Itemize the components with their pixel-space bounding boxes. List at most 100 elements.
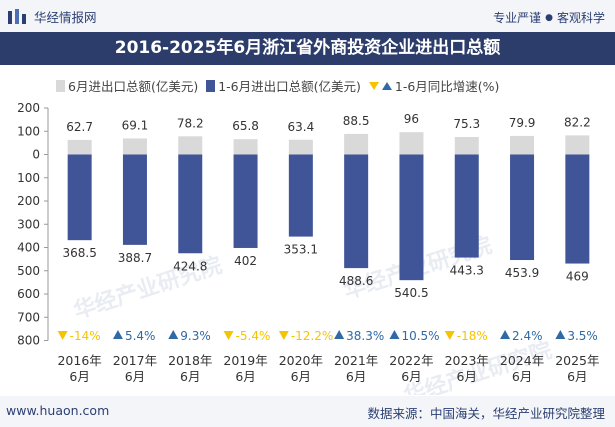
bar-cumulative [178, 154, 203, 254]
data-label-cumulative: 368.5 [62, 246, 96, 260]
y-tick-label: 0 [32, 148, 40, 162]
title-bar: 2016-2025年6月浙江省外商投资企业进出口总额 [0, 32, 615, 65]
yoy-label: -14% [70, 329, 101, 343]
yoy-label: 2.4% [512, 329, 543, 343]
x-tick-label-year: 2017年 [113, 353, 157, 368]
data-label-monthly: 69.1 [122, 118, 149, 132]
x-tick-label-month: 6月 [457, 369, 477, 384]
bar-cumulative [510, 154, 535, 261]
footer-source: 数据来源：中国海关，华经产业研究院整理 [367, 406, 605, 421]
x-tick-label-year: 2021年 [334, 353, 378, 368]
footer-site-link[interactable]: www.huaon.com [6, 403, 110, 418]
y-tick-label: 200 [17, 101, 40, 115]
yoy-down-marker [57, 331, 68, 340]
bar-cumulative [399, 154, 424, 281]
x-tick-label-month: 6月 [401, 369, 421, 384]
data-label-monthly: 88.5 [343, 114, 370, 128]
yoy-label: -18% [457, 329, 488, 343]
bar-cumulative [67, 154, 92, 241]
bar-monthly [67, 139, 92, 155]
x-tick-label-month: 6月 [69, 369, 89, 384]
legend-item-monthly[interactable]: 6月进出口总额(亿美元) [56, 76, 198, 95]
y-tick-label: 200 [17, 194, 40, 208]
yoy-label: -12.2% [291, 329, 333, 343]
yoy-up-marker [168, 330, 179, 339]
bar-cumulative [122, 154, 147, 245]
x-tick-label-year: 2023年 [445, 353, 489, 368]
yoy-label: 3.5% [567, 329, 598, 343]
x-tick-label-year: 2024年 [500, 353, 544, 368]
bar-cumulative [565, 154, 590, 264]
legend-item-yoy[interactable]: 1-6月同比增速(%) [368, 76, 500, 95]
yoy-down-marker [444, 331, 455, 340]
yoy-up-marker [334, 330, 345, 339]
x-tick-label-month: 6月 [291, 369, 311, 384]
bar-monthly [288, 139, 313, 155]
data-label-cumulative: 402 [234, 254, 257, 268]
data-label-cumulative: 353.1 [284, 243, 318, 257]
y-tick-label: 800 [17, 334, 40, 348]
chart-area: 华经产业研究院华经产业研究院华经产业研究院2001000100200300400… [17, 101, 599, 395]
yoy-up-marker [389, 330, 400, 339]
yoy-down-marker [278, 331, 289, 340]
bar-monthly [178, 136, 203, 155]
yoy-up-marker [112, 330, 123, 339]
yoy-label: 10.5% [401, 329, 439, 343]
brand[interactable]: 华经情报网 [6, 7, 97, 26]
yoy-label: 9.3% [180, 329, 211, 343]
y-tick-label: 100 [17, 171, 40, 185]
slogan-left: 专业严谨 [493, 11, 542, 25]
data-label-monthly: 75.3 [453, 117, 480, 131]
data-label-cumulative: 469 [566, 270, 589, 284]
y-tick-label: 500 [17, 264, 40, 278]
triangle-down-icon [368, 81, 379, 90]
bar-cumulative [233, 154, 258, 248]
x-tick-label-year: 2022年 [389, 353, 433, 368]
y-tick-label: 300 [17, 217, 40, 231]
yoy-label: 38.3% [346, 329, 384, 343]
legend: 6月进出口总额(亿美元) 1-6月进出口总额(亿美元) 1-6月同比增速(%) [56, 76, 499, 95]
x-tick-label-year: 2025年 [555, 353, 599, 368]
y-tick-label: 700 [17, 310, 40, 324]
data-label-monthly: 78.2 [177, 116, 204, 130]
y-tick-label: 100 [17, 124, 40, 138]
legend-swatch-cumulative [206, 79, 216, 92]
data-label-monthly: 79.9 [509, 116, 536, 130]
data-label-monthly: 65.8 [232, 119, 259, 133]
data-label-monthly: 63.4 [287, 120, 314, 134]
data-label-monthly: 96 [404, 112, 419, 126]
data-label-monthly: 62.7 [66, 120, 93, 134]
data-label-cumulative: 443.3 [450, 264, 484, 278]
data-label-monthly: 82.2 [564, 115, 591, 129]
data-label-cumulative: 453.9 [505, 266, 539, 280]
slogan: 专业严谨 ● 客观科学 [493, 9, 605, 26]
legend-item-cumulative[interactable]: 1-6月进出口总额(亿美元) [206, 76, 361, 95]
yoy-up-marker [500, 330, 511, 339]
x-tick-label-month: 6月 [346, 369, 366, 384]
x-tick-label-year: 2018年 [168, 353, 212, 368]
bar-cumulative [454, 154, 479, 258]
x-tick-label-month: 6月 [235, 369, 255, 384]
footer: www.huaon.com 数据来源：中国海关，华经产业研究院整理 [0, 396, 615, 427]
bar-monthly [122, 138, 147, 155]
bar-monthly [510, 135, 535, 155]
yoy-label: 5.4% [125, 329, 156, 343]
slogan-right: 客观科学 [556, 11, 605, 25]
y-tick-label: 400 [17, 241, 40, 255]
yoy-up-marker [555, 330, 566, 339]
legend-swatch-monthly [56, 79, 65, 92]
bar-monthly [565, 135, 590, 155]
x-tick-label-year: 2020年 [279, 353, 323, 368]
bar-monthly [399, 132, 424, 155]
x-tick-label-month: 6月 [125, 369, 145, 384]
x-tick-label-year: 2019年 [223, 353, 267, 368]
top-bar: 华经情报网 专业严谨 ● 客观科学 [0, 0, 615, 32]
bar-cumulative [288, 154, 313, 237]
brand-name: 华经情报网 [34, 10, 97, 25]
legend-label-yoy: 1-6月同比增速(%) [394, 79, 500, 94]
data-label-cumulative: 488.6 [339, 274, 373, 288]
y-tick-label: 600 [17, 287, 40, 301]
x-tick-label-month: 6月 [512, 369, 532, 384]
data-label-cumulative: 424.8 [173, 259, 207, 273]
data-label-cumulative: 540.5 [394, 286, 428, 300]
